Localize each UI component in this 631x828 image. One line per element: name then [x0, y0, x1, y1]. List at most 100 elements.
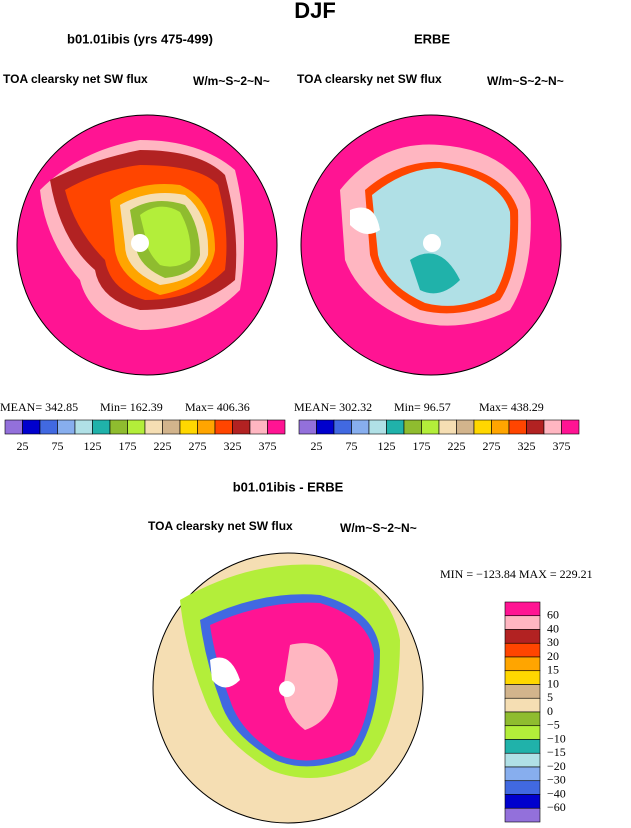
diff-stats: MIN = −123.84 MAX = 229.21 — [440, 567, 593, 581]
colorbar-label: 125 — [378, 439, 396, 453]
colorbar-box — [543, 419, 562, 435]
stat: Max= 438.29 — [479, 400, 544, 414]
colorbar-box — [39, 419, 58, 435]
colorbar-label: 5 — [547, 690, 553, 704]
colorbar-box — [298, 419, 317, 435]
colorbar-box — [109, 419, 128, 435]
colorbar-label: 15 — [547, 663, 559, 677]
panel-units: W/m~S~2~N~ — [193, 74, 270, 88]
stat: Max= 406.36 — [185, 400, 250, 414]
colorbar-box — [504, 807, 541, 823]
colorbar-label: 60 — [547, 608, 559, 622]
colorbar-label: 125 — [84, 439, 102, 453]
colorbar-box — [561, 419, 580, 435]
diff-title: b01.01ibis - ERBE — [233, 479, 344, 494]
colorbar-box — [504, 725, 541, 740]
colorbar-label: 0 — [547, 704, 553, 718]
colorbar-label: 325 — [224, 439, 242, 453]
colorbar-box — [504, 697, 541, 713]
colorbar-box — [57, 419, 76, 435]
stat: Min= 162.39 — [100, 400, 163, 414]
stat: MEAN= 342.85 — [0, 400, 78, 414]
colorbar-label: 325 — [518, 439, 536, 453]
colorbar-label: −30 — [547, 773, 566, 787]
colorbar-label: 375 — [553, 439, 571, 453]
colorbar-box — [438, 419, 457, 435]
colorbar-label: 25 — [17, 439, 29, 453]
panel-subtitle: TOA clearsky net SW flux — [3, 72, 148, 86]
colorbar-box — [179, 419, 198, 435]
diff-subtitle: TOA clearsky net SW flux — [148, 519, 293, 533]
colorbar-box — [504, 684, 541, 699]
panel-units: W/m~S~2~N~ — [487, 74, 564, 88]
colorbar-box — [214, 419, 233, 435]
colorbar-label: 225 — [154, 439, 172, 453]
colorbar-label: −60 — [547, 800, 566, 814]
colorbar-box — [504, 794, 541, 809]
colorbar-box — [249, 419, 268, 435]
panel-title: ERBE — [414, 31, 450, 46]
colorbar-box — [504, 615, 541, 630]
colorbar-box — [421, 419, 440, 435]
colorbar-box — [351, 419, 370, 435]
colorbar-box — [504, 766, 541, 782]
colorbar-box — [403, 419, 422, 435]
colorbar-box — [508, 419, 527, 435]
colorbar-label: −20 — [547, 759, 566, 773]
colorbar-label: 40 — [547, 621, 559, 635]
colorbar-label: 225 — [448, 439, 466, 453]
colorbar-box — [504, 780, 541, 795]
colorbar-label: 10 — [547, 676, 559, 690]
colorbar-box — [504, 601, 541, 617]
colorbar-label: 75 — [346, 439, 358, 453]
colorbar-box — [92, 419, 111, 435]
colorbar-label: −5 — [547, 718, 560, 732]
colorbar-label: 375 — [259, 439, 277, 453]
colorbar-box — [316, 419, 335, 435]
map-model — [16, 114, 278, 376]
colorbar-box — [491, 419, 510, 435]
colorbar-box — [232, 419, 251, 435]
map-erbe — [300, 114, 562, 376]
colorbar-label: 30 — [547, 635, 559, 649]
colorbar-label: −15 — [547, 745, 566, 759]
diff-units: W/m~S~2~N~ — [340, 521, 417, 535]
colorbar-box — [504, 656, 541, 672]
stat: MEAN= 302.32 — [294, 400, 372, 414]
colorbar-box — [504, 642, 541, 658]
colorbar-box — [526, 419, 545, 435]
colorbar-box — [74, 419, 93, 435]
colorbar-box — [4, 419, 23, 435]
panel-subtitle: TOA clearsky net SW flux — [297, 72, 442, 86]
colorbar-box — [504, 670, 541, 685]
stat: Min= 96.57 — [394, 400, 451, 414]
colorbar-label: 25 — [311, 439, 323, 453]
panel-title: b01.01ibis (yrs 475-499) — [67, 31, 213, 46]
colorbar-box — [504, 739, 541, 754]
colorbar-label: −40 — [547, 786, 566, 800]
colorbar-box — [473, 419, 492, 435]
colorbar-label: 75 — [52, 439, 64, 453]
colorbar-box — [22, 419, 41, 435]
colorbar-label: −10 — [547, 731, 566, 745]
colorbar-box — [386, 419, 405, 435]
colorbar-label: 175 — [119, 439, 137, 453]
map-difference — [152, 552, 424, 824]
colorbar-box — [333, 419, 352, 435]
colorbar-box — [504, 629, 541, 644]
colorbar-label: 275 — [189, 439, 207, 453]
colorbar-label: 175 — [413, 439, 431, 453]
colorbar-box — [197, 419, 216, 435]
colorbar-box — [162, 419, 181, 435]
colorbar-box — [127, 419, 146, 435]
colorbar-box — [267, 419, 286, 435]
colorbar-box — [504, 711, 541, 727]
colorbar-label: 275 — [483, 439, 501, 453]
colorbar-box — [456, 419, 475, 435]
colorbar-label: 20 — [547, 649, 559, 663]
figure-title: DJF — [294, 0, 336, 23]
colorbar-box — [144, 419, 163, 435]
colorbar-box — [504, 752, 541, 768]
colorbar-box — [368, 419, 387, 435]
